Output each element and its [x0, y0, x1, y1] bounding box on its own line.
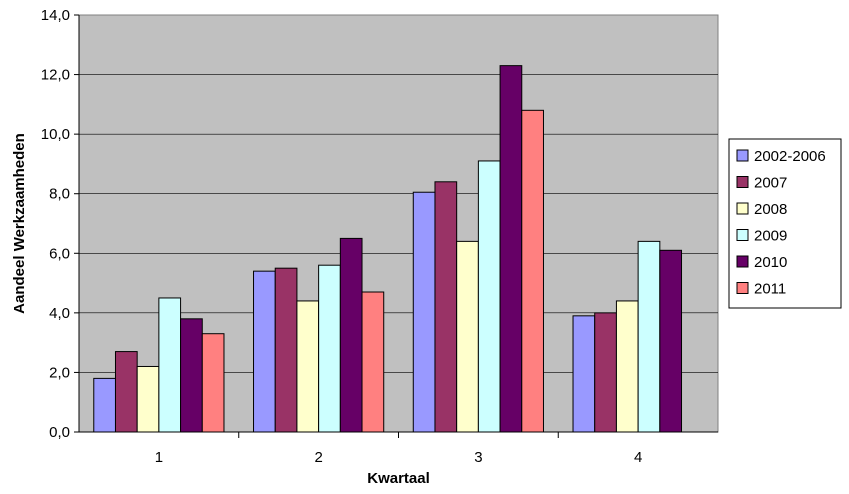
- bar: [296, 300, 320, 433]
- bar: [499, 65, 523, 433]
- legend-swatch: [736, 229, 749, 241]
- bar: [274, 267, 298, 433]
- bar: [158, 297, 182, 433]
- legend-label: 2002-2006: [754, 148, 826, 165]
- bar: [637, 240, 661, 433]
- bar: [594, 312, 617, 433]
- x-tick-label: 3: [474, 449, 482, 466]
- x-tick-label: 2: [314, 449, 322, 466]
- bar: [114, 351, 138, 433]
- x-axis-ticks: 1 2 3 4: [155, 432, 642, 466]
- legend-label: 2011: [754, 281, 786, 298]
- bar: [434, 181, 458, 433]
- y-tick-label: 8,0: [49, 186, 70, 203]
- bar: [180, 318, 203, 433]
- x-tick-label: 4: [634, 449, 642, 466]
- legend-swatch: [736, 149, 749, 162]
- y-tick-label: 4,0: [49, 305, 70, 322]
- y-tick-label: 0,0: [49, 424, 70, 441]
- legend-swatch: [736, 176, 749, 188]
- legend-label: 2010: [754, 254, 787, 271]
- legend-swatch: [736, 282, 749, 294]
- bar: [361, 291, 385, 433]
- bar: [339, 237, 363, 433]
- y-tick-label: 12,0: [41, 67, 70, 84]
- bar: [572, 315, 596, 433]
- bar: [253, 270, 276, 433]
- legend-label: 2007: [754, 175, 787, 192]
- bar: [412, 191, 436, 433]
- bars: [93, 65, 683, 433]
- y-tick-label: 6,0: [49, 245, 70, 262]
- y-tick-label: 10,0: [41, 126, 70, 143]
- bar: [477, 160, 501, 433]
- bar: [521, 109, 544, 433]
- legend-box: [728, 138, 842, 309]
- x-tick-label: 1: [155, 449, 163, 466]
- bar: [136, 365, 160, 433]
- legend-label: 2008: [754, 201, 787, 218]
- bar: [201, 333, 225, 433]
- y-axis-ticks: 0,0 2,0 4,0 6,0 8,0 10,0 12,0 14,0: [41, 7, 79, 441]
- bar: [615, 300, 639, 433]
- bar: [318, 264, 341, 433]
- bar: [659, 249, 683, 433]
- legend-label: 2009: [754, 228, 787, 245]
- y-axis-title: Aandeel Werkzaamheden: [11, 133, 28, 314]
- bar: [93, 377, 116, 433]
- legend: 2002-2006 2007 2008 2009 2010 2011: [728, 138, 842, 309]
- y-tick-label: 14,0: [41, 7, 70, 24]
- y-tick-label: 2,0: [49, 364, 70, 381]
- x-axis-title: Kwartaal: [367, 470, 430, 487]
- legend-swatch: [736, 255, 749, 268]
- bar: [456, 240, 479, 433]
- legend-swatch: [736, 202, 749, 215]
